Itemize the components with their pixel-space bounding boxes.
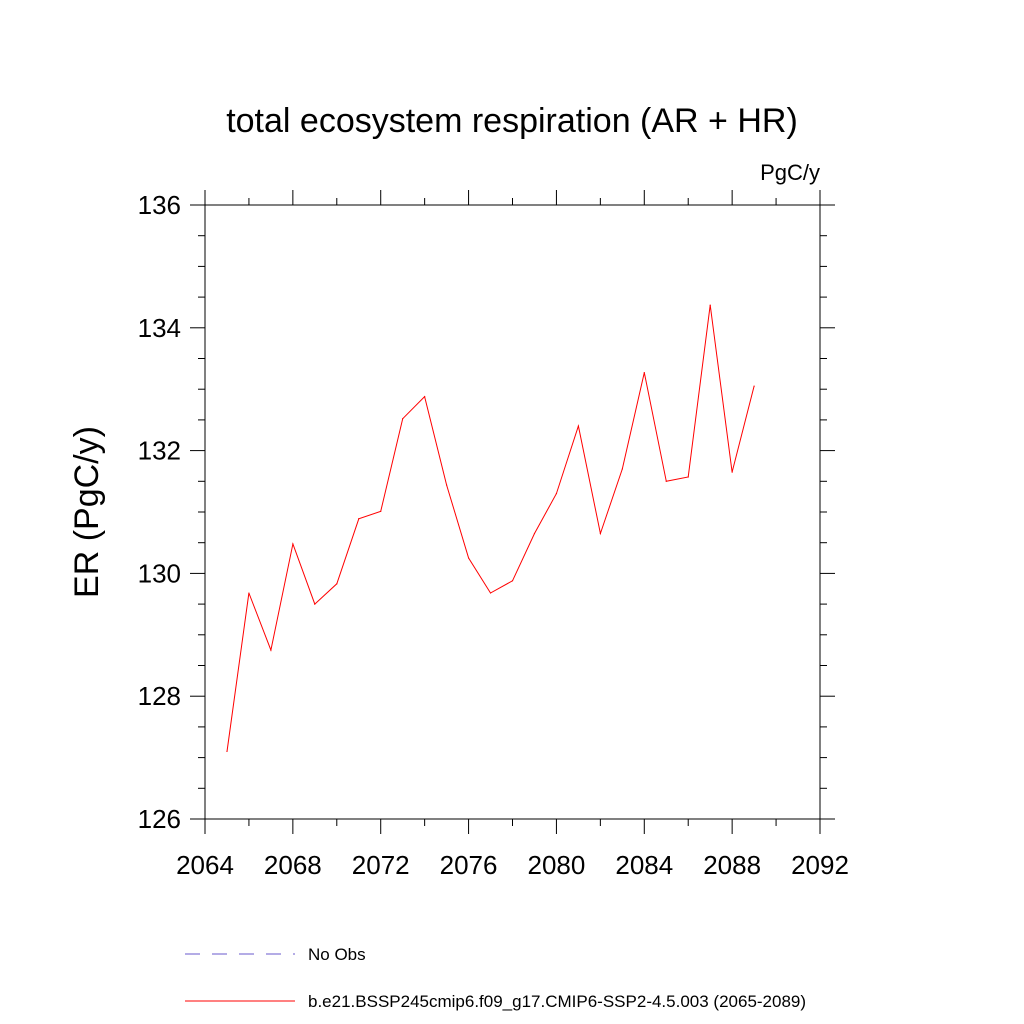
y-tick-label: 134 <box>138 313 181 343</box>
data-point <box>314 603 316 605</box>
legend: No Obs b.e21.BSSP245cmip6.f09_g17.CMIP6-S… <box>185 945 806 1011</box>
x-axis: 2064 2068 2072 2076 2080 2084 2088 2092 <box>176 190 849 880</box>
x-tick-label: 2068 <box>264 850 322 880</box>
data-point <box>555 492 558 495</box>
data-point <box>424 395 426 398</box>
data-point <box>599 532 601 535</box>
chart-units: PgC/y <box>760 160 820 185</box>
y-axis-label: ER (PgC/y) <box>68 426 106 598</box>
data-point <box>687 476 689 478</box>
x-tick-label: 2072 <box>352 850 410 880</box>
data-point <box>467 557 470 559</box>
y-tick-label: 130 <box>138 558 181 588</box>
data-point <box>380 510 382 512</box>
series-layer <box>226 304 755 753</box>
x-tick-label: 2088 <box>703 850 761 880</box>
data-point <box>533 532 536 535</box>
x-tick-label: 2092 <box>791 850 849 880</box>
x-tick-label: 2064 <box>176 850 234 880</box>
x-tick-label: 2076 <box>440 850 498 880</box>
data-point <box>511 580 514 582</box>
legend-entry-label: No Obs <box>308 945 366 964</box>
data-point <box>336 583 338 585</box>
data-point <box>731 471 733 473</box>
y-tick-label: 128 <box>138 681 181 711</box>
plot-frame <box>204 204 821 820</box>
x-tick-label: 2080 <box>528 850 586 880</box>
data-point <box>292 543 294 545</box>
data-point <box>446 484 448 486</box>
y-tick-label: 126 <box>138 804 181 834</box>
chart-title: total ecosystem respiration (AR + HR) <box>226 102 798 140</box>
y-axis: 126 128 130 132 134 136 <box>138 190 835 834</box>
data-point <box>643 372 645 374</box>
data-point <box>248 592 250 594</box>
data-point <box>226 750 228 753</box>
data-point <box>489 592 492 594</box>
y-tick-label: 132 <box>138 436 181 466</box>
x-tick-label: 2084 <box>615 850 673 880</box>
data-point <box>753 385 755 387</box>
series-line-1 <box>226 305 755 752</box>
y-tick-label: 136 <box>138 190 181 220</box>
legend-entry-label: b.e21.BSSP245cmip6.f09_g17.CMIP6-SSP2-4.… <box>308 992 806 1011</box>
data-point <box>665 480 667 482</box>
data-point <box>270 649 272 651</box>
data-point <box>709 304 711 306</box>
data-point <box>402 418 404 420</box>
data-point <box>621 468 623 470</box>
data-point <box>577 425 579 427</box>
data-point <box>358 518 360 520</box>
